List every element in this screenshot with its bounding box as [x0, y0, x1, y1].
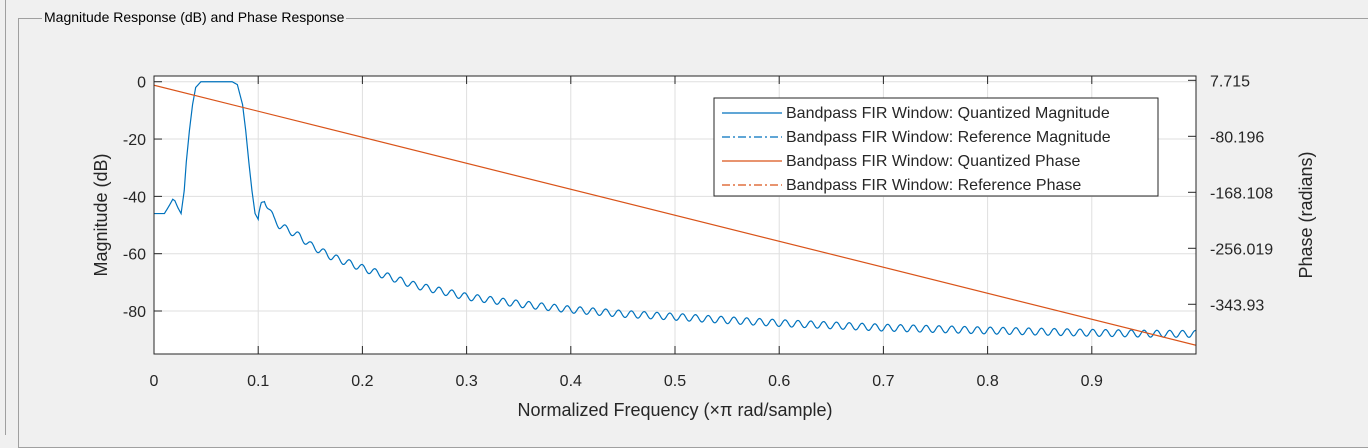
y-axis-label-left: Magnitude (dB): [91, 153, 111, 276]
x-tick-label: 0.9: [1081, 373, 1103, 390]
y-left-tick-label: -80: [123, 304, 146, 321]
y-right-tick-label: 7.715: [1210, 73, 1250, 90]
tick-labels: 0 0.1 0.2 0.3 0.4 0.5 0.6 0.7 0.8 0.9 0 -20 -40 -60 -8…: [123, 73, 1273, 390]
y-left-tick-label: -40: [123, 189, 146, 206]
legend-label: Bandpass FIR Window: Reference Magnitude: [786, 129, 1111, 146]
x-tick-label: 0.6: [768, 373, 790, 390]
legend-box: [713, 97, 1159, 197]
x-tick-label: 0.5: [664, 373, 686, 390]
legend-label: Bandpass FIR Window: Reference Phase: [786, 177, 1081, 194]
y-right-tick-label: -256.019: [1210, 241, 1273, 258]
legend-label: Bandpass FIR Window: Quantized Phase: [786, 153, 1080, 170]
y-left-tick-label: -20: [123, 132, 146, 149]
x-tick-label: 0.2: [351, 373, 373, 390]
x-tick-label: 0.3: [455, 373, 477, 390]
x-axis-label: Normalized Frequency (×π rad/sample): [517, 400, 832, 420]
y-left-tick-label: 0: [137, 75, 146, 92]
x-tick-label: 0.1: [247, 373, 269, 390]
y-axis-label-right: Phase (radians): [1296, 151, 1316, 278]
y-right-tick-label: -343.93: [1210, 297, 1264, 314]
x-tick-label: 0: [150, 373, 159, 390]
y-left-tick-label: -60: [123, 247, 146, 264]
chart: 0 0.1 0.2 0.3 0.4 0.5 0.6 0.7 0.8 0.9 0 -20 -40 -60 -8…: [91, 73, 1316, 420]
x-tick-label: 0.4: [560, 373, 582, 390]
x-tick-label: 0.7: [872, 373, 894, 390]
series-layer: [154, 81, 1196, 346]
left-panel-edge: [0, 0, 6, 435]
series-bandpass-fir-window-quantized-phase: [154, 84, 1196, 346]
series-bandpass-fir-window-quantized-magnitude: [154, 81, 1196, 338]
legend[interactable]: Bandpass FIR Window: Quantized Magnitude…: [713, 97, 1159, 197]
y-right-tick-label: -80.196: [1210, 129, 1264, 146]
x-tick-label: 0.8: [976, 373, 998, 390]
y-right-tick-label: -168.108: [1210, 185, 1273, 202]
panel-title: Magnitude Response (dB) and Phase Respon…: [42, 9, 347, 25]
legend-label: Bandpass FIR Window: Quantized Magnitude: [786, 105, 1110, 122]
ticks: [153, 76, 1196, 354]
